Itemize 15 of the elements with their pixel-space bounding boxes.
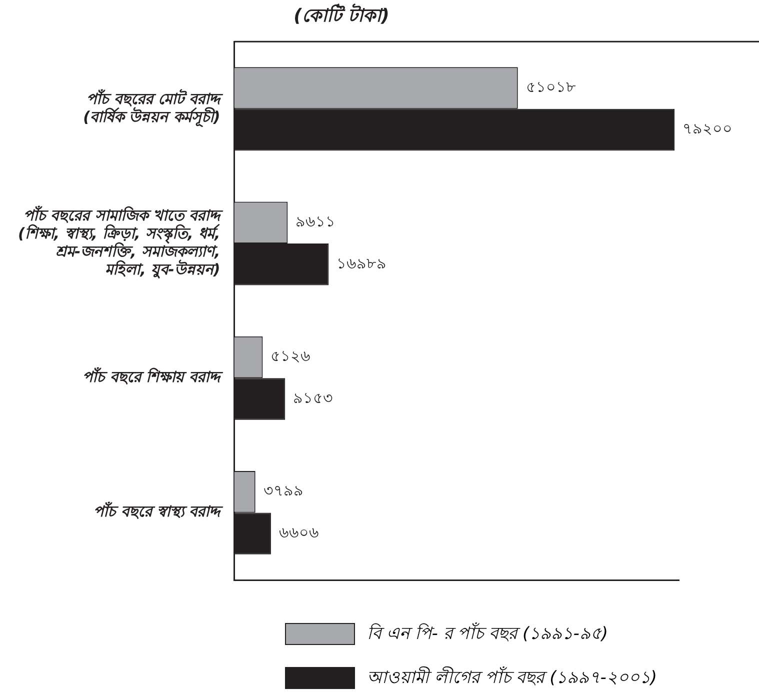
data-label: ৯১৫৩ bbox=[293, 388, 334, 407]
data-label: ৫১০১৮ bbox=[526, 78, 576, 96]
y-tick-label: পাঁচ বছরে স্বাস্থ্য বরাদ্দ bbox=[94, 502, 224, 521]
data-label: ৫১২৬ bbox=[270, 347, 311, 366]
y-tick-label: পাঁচ বছরের সামাজিক খাতে বরাদ্দ (শিক্ষা, স্বাস্থ্য, ক্রিড়া, সংস্কৃতি, ধর্ম, শ্রম-জনশক্তি, সমাজকল্যাণ, মহিলা, যুব-উন্নয়ন) bbox=[18, 205, 224, 280]
y-tick-label: পাঁচ বছরে শিক্ষায় বরাদ্দ bbox=[82, 366, 224, 386]
legend-label: আওয়ামী লীগের পাঁচ বছর (১৯৯৭-২০০১) bbox=[367, 665, 658, 690]
data-label: ৭৯২০০ bbox=[682, 120, 733, 138]
data-label: ৩৭৯৯ bbox=[263, 482, 304, 500]
data-label: ১৬৯৮৯ bbox=[336, 254, 387, 272]
legend-label: বি এন পি- র পাঁচ বছর (১৯৯১-৯৫) bbox=[367, 621, 608, 646]
chart-title: (কোটি টাকা) bbox=[294, 3, 390, 26]
data-label: ৬৬০৬ bbox=[278, 523, 319, 542]
y-tick-label: পাঁচ বছরের মোট বরাদ্দ (বার্ষিক উন্নয়ন কর্মসূচী) bbox=[83, 88, 224, 128]
data-label: ৯৬১১ bbox=[296, 212, 336, 231]
